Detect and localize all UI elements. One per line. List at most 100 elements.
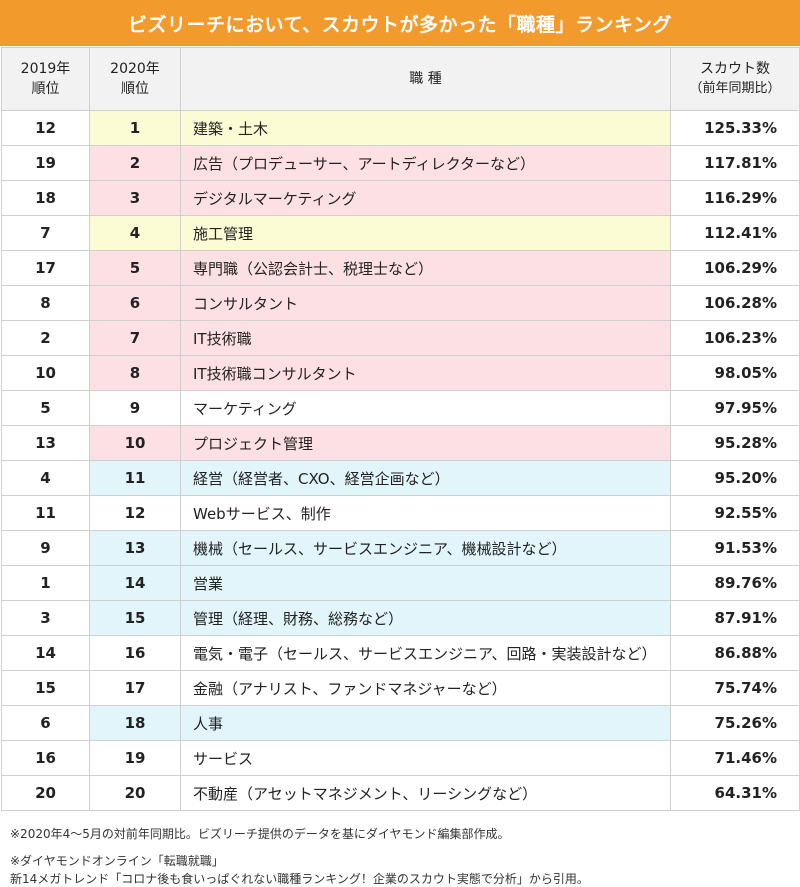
rank-2020-cell: 18 [89,705,181,741]
scout-ratio-cell: 106.23% [670,320,800,356]
table-row: 14 16 電気・電子（セールス、サービスエンジニア、回路・実装設計など） 86.88… [1,635,800,671]
job-cell: 不動産（アセットマネジメント、リーシングなど） [180,775,671,811]
table-row: 17 5 専門職（公認会計士、税理士など） 106.29% [1,250,800,286]
table-row: 9 13 機械（セールス、サービスエンジニア、機械設計など） 91.53% [1,530,800,566]
job-cell: IT技術職 [180,320,671,356]
scout-ratio-cell: 75.26% [670,705,800,741]
header-2020-line1: 2020年 [110,61,160,77]
header-2019-rank: 2019年 順位 [1,47,90,111]
job-cell: コンサルタント [180,285,671,321]
table-row: 6 18 人事 75.26% [1,705,800,741]
header-scout-line2: （前年同期比） [689,81,781,96]
scout-ratio-cell: 89.76% [670,565,800,601]
rank-2019-cell: 5 [1,390,90,426]
rank-2019-cell: 1 [1,565,90,601]
table-row: 13 10 プロジェクト管理 95.28% [1,425,800,461]
table-row: 11 12 Webサービス、制作 92.55% [1,495,800,531]
rank-2020-cell: 9 [89,390,181,426]
scout-ratio-cell: 106.28% [670,285,800,321]
rank-2019-cell: 6 [1,705,90,741]
rank-2019-cell: 10 [1,355,90,391]
job-cell: 営業 [180,565,671,601]
job-cell: プロジェクト管理 [180,425,671,461]
rank-2019-cell: 15 [1,670,90,706]
rank-2020-cell: 13 [89,530,181,566]
rank-2020-cell: 17 [89,670,181,706]
rank-2020-cell: 16 [89,635,181,671]
header-scout: スカウト数 （前年同期比） [670,47,800,111]
rank-2019-cell: 11 [1,495,90,531]
table-row: 7 4 施工管理 112.41% [1,215,800,251]
scout-ratio-cell: 95.28% [670,425,800,461]
scout-ratio-cell: 117.81% [670,145,800,181]
job-cell: サービス [180,740,671,776]
scout-ratio-cell: 64.31% [670,775,800,811]
rank-2019-cell: 18 [1,180,90,216]
header-job: 職 種 [180,47,671,111]
rank-2019-cell: 8 [1,285,90,321]
header-scout-line1: スカウト数 [700,61,770,77]
scout-ratio-cell: 87.91% [670,600,800,636]
table-row: 12 1 建築・土木 125.33% [1,110,800,146]
job-cell: IT技術職コンサルタント [180,355,671,391]
rank-2020-cell: 6 [89,285,181,321]
table-row: 4 11 経営（経営者、CXO、経営企画など） 95.20% [1,460,800,496]
job-cell: 人事 [180,705,671,741]
rank-2019-cell: 14 [1,635,90,671]
header-2020-line2: 順位 [121,81,149,97]
footnote-2: ※ダイヤモンドオンライン「転職就職」 [10,854,224,868]
table-header-row: 2019年 順位 2020年 順位 職 種 スカウト数 （前年同期比） [1,47,800,111]
rank-2019-cell: 13 [1,425,90,461]
scout-ratio-cell: 75.74% [670,670,800,706]
header-2019-line1: 2019年 [20,61,71,77]
footnote-1: ※2020年4～5月の対前年同期比。ビズリーチ提供のデータを基にダイヤモンド編集… [10,827,510,841]
rank-2019-cell: 3 [1,600,90,636]
scout-ratio-cell: 98.05% [670,355,800,391]
scout-ratio-cell: 91.53% [670,530,800,566]
scout-ratio-cell: 97.95% [670,390,800,426]
rank-2019-cell: 17 [1,250,90,286]
rank-2020-cell: 7 [89,320,181,356]
rank-2019-cell: 2 [1,320,90,356]
rank-2020-cell: 3 [89,180,181,216]
rank-2020-cell: 20 [89,775,181,811]
footnote-3: 新14メガトレンド「コロナ後も食いっぱぐれない職種ランキング！企業のスカウト実態… [10,872,589,886]
rank-2020-cell: 19 [89,740,181,776]
page-title: ビズリーチにおいて、スカウトが多かった「職種」ランキング [0,0,800,46]
rank-2019-cell: 19 [1,145,90,181]
table-row: 10 8 IT技術職コンサルタント 98.05% [1,355,800,391]
table-row: 16 19 サービス 71.46% [1,740,800,776]
rank-2020-cell: 15 [89,600,181,636]
header-2020-rank: 2020年 順位 [89,47,181,111]
table-row: 1 14 営業 89.76% [1,565,800,601]
rank-2020-cell: 5 [89,250,181,286]
scout-ratio-cell: 86.88% [670,635,800,671]
job-cell: 機械（セールス、サービスエンジニア、機械設計など） [180,530,671,566]
table-row: 3 15 管理（経理、財務、総務など） 87.91% [1,600,800,636]
job-cell: 建築・土木 [180,110,671,146]
table-row: 5 9 マーケティング 97.95% [1,390,800,426]
rank-2019-cell: 20 [1,775,90,811]
job-cell: マーケティング [180,390,671,426]
rank-2019-cell: 4 [1,460,90,496]
table-row: 2 7 IT技術職 106.23% [1,320,800,356]
job-cell: 管理（経理、財務、総務など） [180,600,671,636]
job-cell: 金融（アナリスト、ファンドマネジャーなど） [180,670,671,706]
scout-ratio-cell: 116.29% [670,180,800,216]
scout-ratio-cell: 92.55% [670,495,800,531]
rank-2019-cell: 9 [1,530,90,566]
table-row: 20 20 不動産（アセットマネジメント、リーシングなど） 64.31% [1,775,800,811]
header-2019-line2: 順位 [31,81,60,97]
job-cell: 専門職（公認会計士、税理士など） [180,250,671,286]
scout-ratio-cell: 125.33% [670,110,800,146]
scout-ratio-cell: 112.41% [670,215,800,251]
job-cell: 電気・電子（セールス、サービスエンジニア、回路・実装設計など） [180,635,671,671]
rank-2020-cell: 14 [89,565,181,601]
rank-2020-cell: 8 [89,355,181,391]
table-row: 8 6 コンサルタント 106.28% [1,285,800,321]
scout-ratio-cell: 71.46% [670,740,800,776]
rank-2020-cell: 11 [89,460,181,496]
rank-2020-cell: 2 [89,145,181,181]
rank-2019-cell: 12 [1,110,90,146]
rank-2020-cell: 4 [89,215,181,251]
